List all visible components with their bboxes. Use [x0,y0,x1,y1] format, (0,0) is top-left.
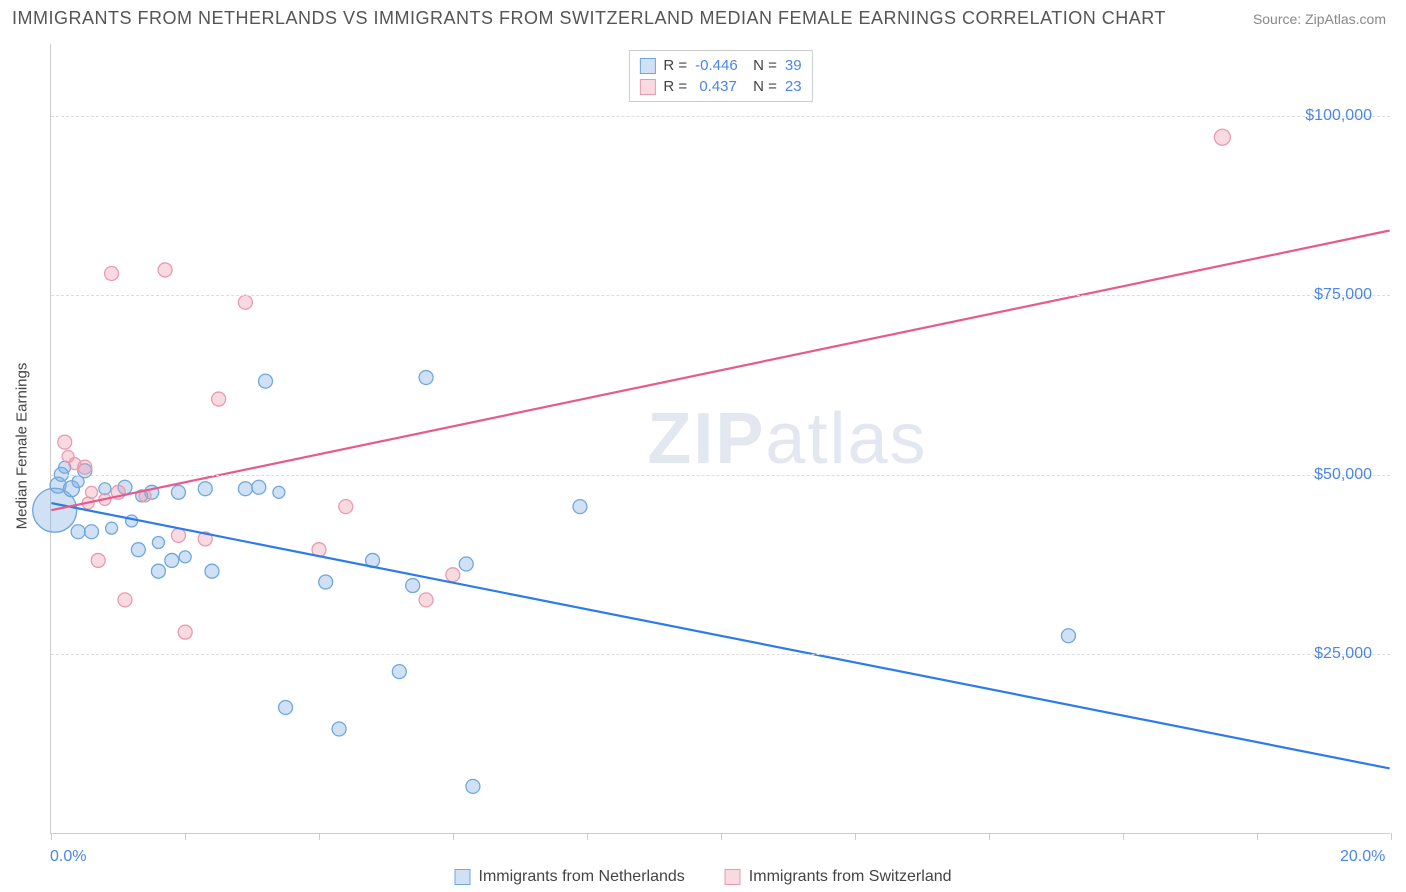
legend-item-netherlands: Immigrants from Netherlands [454,868,684,886]
data-point [446,568,460,582]
data-point [118,593,132,607]
data-point [1061,629,1075,643]
y-tick-label: $100,000 [1305,107,1372,125]
x-tick [721,833,722,840]
legend-correlation-box: R = -0.446 N = 39 R = 0.437 N = 23 [628,50,812,102]
data-point [171,528,185,542]
data-point [106,522,118,534]
gridline [51,295,1390,296]
data-point [165,553,179,567]
legend-row-switzerland: R = 0.437 N = 23 [639,76,801,97]
y-axis-label: Median Female Earnings [14,363,31,530]
data-point [126,515,138,527]
source-label: Source: ZipAtlas.com [1253,11,1386,27]
gridline [51,475,1390,476]
title-bar: IMMIGRANTS FROM NETHERLANDS VS IMMIGRANT… [0,0,1406,37]
scatter-plot-svg [51,44,1390,833]
x-tick [319,833,320,840]
legend-row-netherlands: R = -0.446 N = 39 [639,55,801,76]
data-point [406,579,420,593]
legend-series: Immigrants from Netherlands Immigrants f… [454,868,951,886]
data-point [85,525,99,539]
gridline [51,116,1390,117]
data-point [91,553,105,567]
data-point [273,486,285,498]
data-point [1214,129,1230,145]
data-point [238,295,252,309]
data-point [258,374,272,388]
data-point [319,575,333,589]
swatch-netherlands-icon [454,869,470,885]
x-tick [1391,833,1392,840]
data-point [152,537,164,549]
data-point [212,392,226,406]
y-tick-label: $25,000 [1314,645,1372,663]
swatch-switzerland-icon [725,869,741,885]
data-point [339,500,353,514]
x-tick [855,833,856,840]
x-tick [185,833,186,840]
data-point [78,460,92,474]
x-tick [1257,833,1258,840]
data-point [178,625,192,639]
x-tick [1123,833,1124,840]
data-point [131,543,145,557]
x-tick-label: 0.0% [50,848,86,866]
gridline [51,654,1390,655]
data-point [158,263,172,277]
trend-line [51,503,1389,768]
legend-item-switzerland: Immigrants from Switzerland [725,868,952,886]
swatch-netherlands [639,58,655,74]
x-tick [453,833,454,840]
data-point [198,482,212,496]
data-point [252,480,266,494]
data-point [419,593,433,607]
x-tick-label: 20.0% [1340,848,1385,866]
data-point [71,525,85,539]
data-point [419,371,433,385]
data-point [151,564,165,578]
data-point [279,700,293,714]
x-tick [51,833,52,840]
data-point [332,722,346,736]
data-point [238,482,252,496]
x-tick [587,833,588,840]
chart-area: ZIPatlas R = -0.446 N = 39 R = 0.437 N =… [50,44,1390,834]
swatch-switzerland [639,79,655,95]
data-point [171,485,185,499]
x-tick [989,833,990,840]
data-point [86,486,98,498]
data-point [205,564,219,578]
trend-line [51,230,1389,510]
data-point [179,551,191,563]
y-tick-label: $50,000 [1314,466,1372,484]
data-point [466,779,480,793]
data-point [392,665,406,679]
data-point [105,267,119,281]
y-tick-label: $75,000 [1314,286,1372,304]
chart-title: IMMIGRANTS FROM NETHERLANDS VS IMMIGRANT… [12,8,1166,29]
data-point [573,500,587,514]
data-point [58,435,72,449]
data-point [459,557,473,571]
